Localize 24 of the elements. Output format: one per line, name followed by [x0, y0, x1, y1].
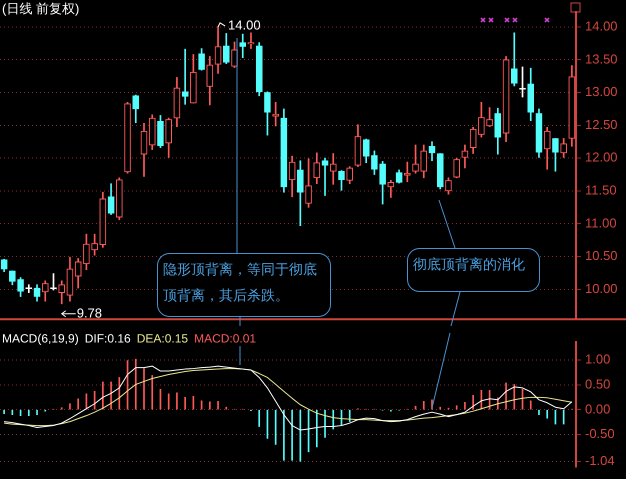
text: DEA:0.15 — [136, 331, 188, 346]
y-tick-label: 0.50 — [585, 376, 610, 392]
chart-title: MACD(6,19,9) — [2, 331, 79, 346]
annotation: 隐形顶背离，等同于彻底顶背离，其后杀跌。 — [157, 253, 331, 317]
y-tick-label: -0.50 — [585, 426, 615, 442]
y-tick-label: 10.00 — [585, 280, 618, 296]
y-tick-label: 14.00 — [585, 18, 618, 34]
y-tick-label: 12.50 — [585, 116, 618, 132]
annotation: 彻底顶背离的消化 — [407, 248, 540, 292]
y-tick-label: 10.50 — [585, 248, 618, 264]
y-tick-label: 1.00 — [585, 352, 610, 367]
y-tick-label: 13.00 — [585, 84, 618, 100]
candlestick — [322, 158, 328, 196]
annotation: 9.78 — [76, 305, 102, 320]
chart-title: (日线 前复权) — [2, 1, 80, 16]
y-tick-label: 13.50 — [585, 51, 618, 66]
y-tick-label: 11.00 — [585, 215, 617, 230]
y-tick-label: 0.00 — [585, 401, 610, 416]
series-label: DIF:0.16 — [84, 331, 132, 346]
text: MACD:0.01 — [194, 331, 256, 346]
annotation: 14.00 — [228, 17, 261, 32]
y-tick-label: -1.04 — [585, 452, 615, 468]
y-tick-label: 11.50 — [585, 182, 617, 198]
y-tick-label: 12.00 — [585, 150, 618, 165]
